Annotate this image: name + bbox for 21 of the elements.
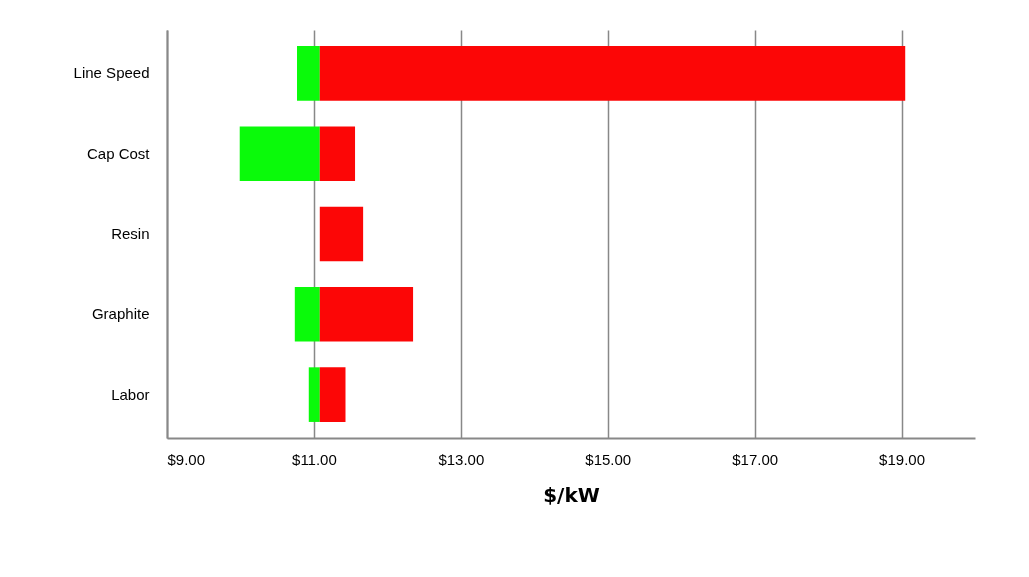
x-tick-label: $9.00 <box>167 450 206 468</box>
bar <box>239 126 320 181</box>
bar <box>319 206 364 262</box>
bar <box>308 367 320 422</box>
y-tick-label: Line Speed <box>73 64 150 82</box>
bar <box>297 46 320 101</box>
y-tick-label: Cap Cost <box>86 144 151 162</box>
x-tick-label: $17.00 <box>732 450 779 468</box>
bar <box>319 287 414 342</box>
bar <box>319 367 346 422</box>
bar <box>319 126 356 181</box>
y-tick-label: Resin <box>111 225 150 242</box>
x-tick-label: $13.00 <box>438 450 485 468</box>
x-tick-label: $19.00 <box>879 450 925 468</box>
y-tick-label: Labor <box>111 385 150 403</box>
bar <box>319 46 906 101</box>
bar <box>294 287 320 342</box>
y-tick-label: Graphite <box>91 305 150 323</box>
x-tick-label: $15.00 <box>585 450 632 468</box>
x-tick-label: $11.00 <box>292 450 337 468</box>
x-axis-title: $/kW <box>543 482 600 507</box>
